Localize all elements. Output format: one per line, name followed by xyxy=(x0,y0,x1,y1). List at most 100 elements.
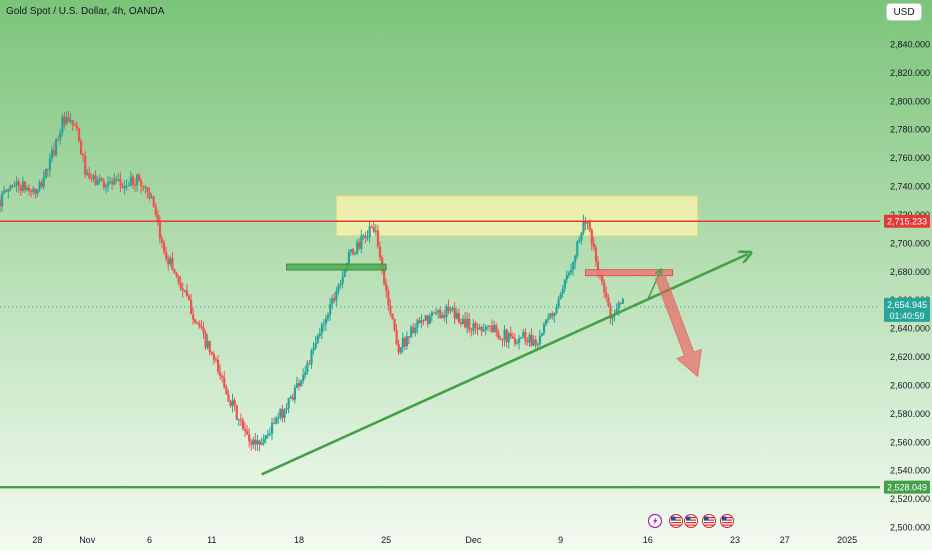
candle-body xyxy=(397,344,400,353)
candle-body xyxy=(287,398,290,409)
candle-body xyxy=(524,332,527,342)
candle-body xyxy=(603,282,606,293)
x-tick-label: 16 xyxy=(643,535,653,545)
candle-body xyxy=(310,350,313,365)
candle-body xyxy=(385,283,388,291)
candle-body xyxy=(115,178,118,180)
candle-body xyxy=(7,189,10,192)
candle-body xyxy=(237,419,240,421)
flag-stripe xyxy=(686,519,696,521)
candle-body xyxy=(30,191,33,193)
candle-body xyxy=(356,242,359,254)
x-tick-label: 18 xyxy=(294,535,304,545)
candle-body xyxy=(476,327,479,330)
flag-stripe xyxy=(686,522,696,524)
support-price-tag xyxy=(884,480,930,494)
candle-body xyxy=(393,319,396,331)
candle-body xyxy=(177,275,180,284)
candle-body xyxy=(378,246,382,258)
candle-body xyxy=(484,326,488,330)
candle-body xyxy=(302,375,305,381)
candle-body xyxy=(42,178,45,187)
x-tick-label: 6 xyxy=(147,535,152,545)
red-level-segment[interactable] xyxy=(585,269,674,277)
candle-body xyxy=(71,119,74,125)
flag-stripe xyxy=(671,524,681,526)
candle-body xyxy=(214,359,218,361)
candle-body xyxy=(559,294,562,300)
y-tick-label: 2,640.000 xyxy=(890,324,930,334)
candle-body xyxy=(493,325,496,332)
candle-body xyxy=(399,347,402,353)
candle-body xyxy=(252,439,255,445)
lightning-glyph xyxy=(653,517,658,525)
flag-stripe xyxy=(704,522,714,524)
candle-body xyxy=(225,387,228,395)
candle-body xyxy=(52,149,56,155)
y-tick-label: 2,500.000 xyxy=(890,523,930,533)
candle-body xyxy=(50,149,54,159)
candle-body xyxy=(383,270,386,284)
candle-body xyxy=(351,249,355,255)
green-level-segment[interactable] xyxy=(286,263,387,271)
candle-body xyxy=(358,242,361,249)
candle-body xyxy=(291,396,294,400)
candle-body xyxy=(482,329,485,332)
candle-body xyxy=(181,288,184,291)
candle-body xyxy=(121,185,124,189)
candle-body xyxy=(511,336,515,339)
candle-body xyxy=(100,178,103,181)
candle-body xyxy=(9,185,12,190)
candle-body xyxy=(555,307,558,314)
candle-body xyxy=(277,417,280,419)
bearish-arrow[interactable] xyxy=(654,274,702,378)
candle-body xyxy=(243,428,247,431)
flag-stripe xyxy=(671,517,681,519)
candle-body xyxy=(57,139,60,141)
y-tick-label: 2,680.000 xyxy=(890,267,930,277)
candle-body xyxy=(478,326,481,330)
candle-body xyxy=(464,318,467,328)
candle-body xyxy=(372,226,375,232)
y-tick-label: 2,700.000 xyxy=(890,238,930,248)
candle-body xyxy=(179,283,182,289)
candle-body xyxy=(461,318,465,325)
x-tick-label: 9 xyxy=(558,535,563,545)
candle-body xyxy=(538,335,542,345)
candle-body xyxy=(545,319,548,325)
x-tick-label: 11 xyxy=(207,535,216,545)
candle-body xyxy=(605,292,608,298)
candle-body xyxy=(94,175,97,185)
candle-body xyxy=(233,400,236,406)
supply-zone xyxy=(335,195,699,237)
candle-body xyxy=(229,401,232,406)
candle-body xyxy=(368,226,371,238)
bullish-arrow[interactable] xyxy=(647,271,660,301)
candle-body xyxy=(422,320,425,322)
y-tick-label: 2,600.000 xyxy=(890,380,930,390)
candle-body xyxy=(513,338,517,344)
candle-body xyxy=(32,188,35,193)
candle-body xyxy=(256,440,259,445)
candle-body xyxy=(250,441,253,445)
candle-body xyxy=(441,315,444,319)
candle-body xyxy=(497,332,500,339)
flag-stripe xyxy=(686,524,696,526)
x-tick-label: 27 xyxy=(780,535,790,545)
currency-button[interactable]: USD xyxy=(886,3,922,21)
candle-body xyxy=(304,371,307,376)
candle-body xyxy=(333,298,336,301)
candle-body xyxy=(424,315,427,321)
candle-body xyxy=(374,230,377,232)
candle-body xyxy=(102,180,106,188)
y-tick-label: 2,820.000 xyxy=(890,68,930,78)
candle-body xyxy=(596,261,600,273)
candle-body xyxy=(104,185,108,188)
candle-body xyxy=(297,383,301,386)
candle-body xyxy=(542,324,546,334)
candle-body xyxy=(395,330,398,345)
candle-body xyxy=(0,200,2,207)
candle-body xyxy=(73,124,76,126)
